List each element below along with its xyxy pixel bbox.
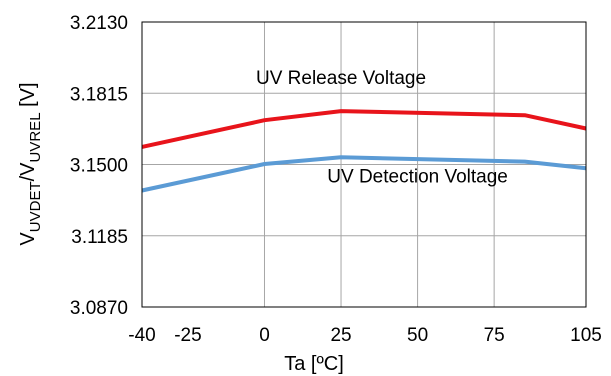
y-axis-title-v1: V: [17, 232, 39, 246]
x-tick-label: 105: [570, 325, 602, 346]
y-axis-title-sub2: UVREL: [27, 112, 44, 162]
annotation-label-1: UV Release Voltage: [256, 68, 426, 89]
annotations: UV Release Voltage UV Detection Voltage: [256, 68, 508, 187]
series-line-1: [141, 109, 587, 149]
x-tick-label: 0: [259, 325, 270, 346]
y-axis-title: VUVDET/VUVREL [V]: [17, 82, 44, 245]
x-tick-label: -25: [174, 325, 201, 346]
y-tick-label: 3.1185: [71, 227, 128, 248]
x-tick-label: 75: [484, 325, 505, 346]
y-tick-label: 3.1500: [70, 156, 128, 177]
x-tick-labels: -40 -25 0 25 50 75 105: [128, 325, 602, 346]
y-tick-label: 3.0870: [70, 298, 128, 319]
y-tick-labels: 3.0870 3.1185 3.1500 3.1815 3.2130: [70, 13, 128, 319]
series-layer: [141, 109, 587, 193]
y-axis-title-unit: [V]: [17, 82, 39, 112]
x-tick-label: 50: [407, 325, 428, 346]
series-line-2: [141, 155, 587, 193]
y-axis-title-v2: /V: [17, 162, 39, 182]
y-axis-title-sub1: UVDET: [27, 181, 44, 232]
grid-layer: [141, 21, 587, 308]
y-tick-label: 3.1815: [70, 84, 128, 105]
annotation-label-2: UV Detection Voltage: [327, 167, 508, 188]
y-tick-label: 3.2130: [70, 13, 128, 34]
plot-frame: [141, 21, 587, 308]
x-tick-label: 25: [330, 325, 351, 346]
x-tick-label: -40: [128, 325, 155, 346]
x-axis-title: Ta [ºC]: [284, 353, 344, 375]
